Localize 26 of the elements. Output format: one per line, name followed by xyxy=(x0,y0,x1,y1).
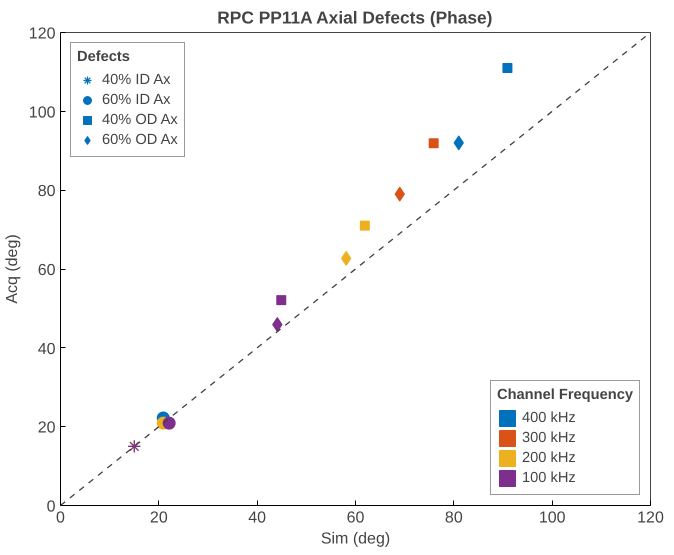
x-tick-label: 80 xyxy=(444,510,463,526)
legend-label: 40% ID Ax xyxy=(102,71,170,90)
legend-label: 300 kHz xyxy=(522,429,576,448)
y-axis-title: Acq (deg) xyxy=(4,234,21,304)
y-tick-label: 0 xyxy=(46,498,56,516)
legend-label: 60% OD Ax xyxy=(102,131,178,150)
chart-title: RPC PP11A Axial Defects (Phase) xyxy=(217,8,492,28)
x-axis-title: Sim (deg) xyxy=(320,530,390,548)
y-tick-label: 40 xyxy=(38,340,56,358)
legend-label: 40% OD Ax xyxy=(102,111,178,130)
y-tick-label: 60 xyxy=(38,262,56,279)
legend-label: 200 kHz xyxy=(522,449,576,468)
y-tick-label: 100 xyxy=(28,104,56,122)
y-tick-label: 20 xyxy=(38,420,56,437)
legend-label: 60% ID Ax xyxy=(102,91,170,110)
x-tick-label: 120 xyxy=(637,510,664,526)
text: Channel Frequency xyxy=(496,387,633,403)
y-tick-label: 80 xyxy=(38,183,56,200)
legend-label: 100 kHz xyxy=(522,469,576,488)
legend-label: 400 kHz xyxy=(522,409,576,428)
x-tick-label: 40 xyxy=(248,510,266,526)
x-tick-label: 20 xyxy=(150,510,168,526)
text: Defects xyxy=(77,49,130,65)
x-tick-label: 100 xyxy=(538,510,566,526)
x-tick-label: 60 xyxy=(346,510,364,526)
y-tick-label: 120 xyxy=(28,26,56,42)
